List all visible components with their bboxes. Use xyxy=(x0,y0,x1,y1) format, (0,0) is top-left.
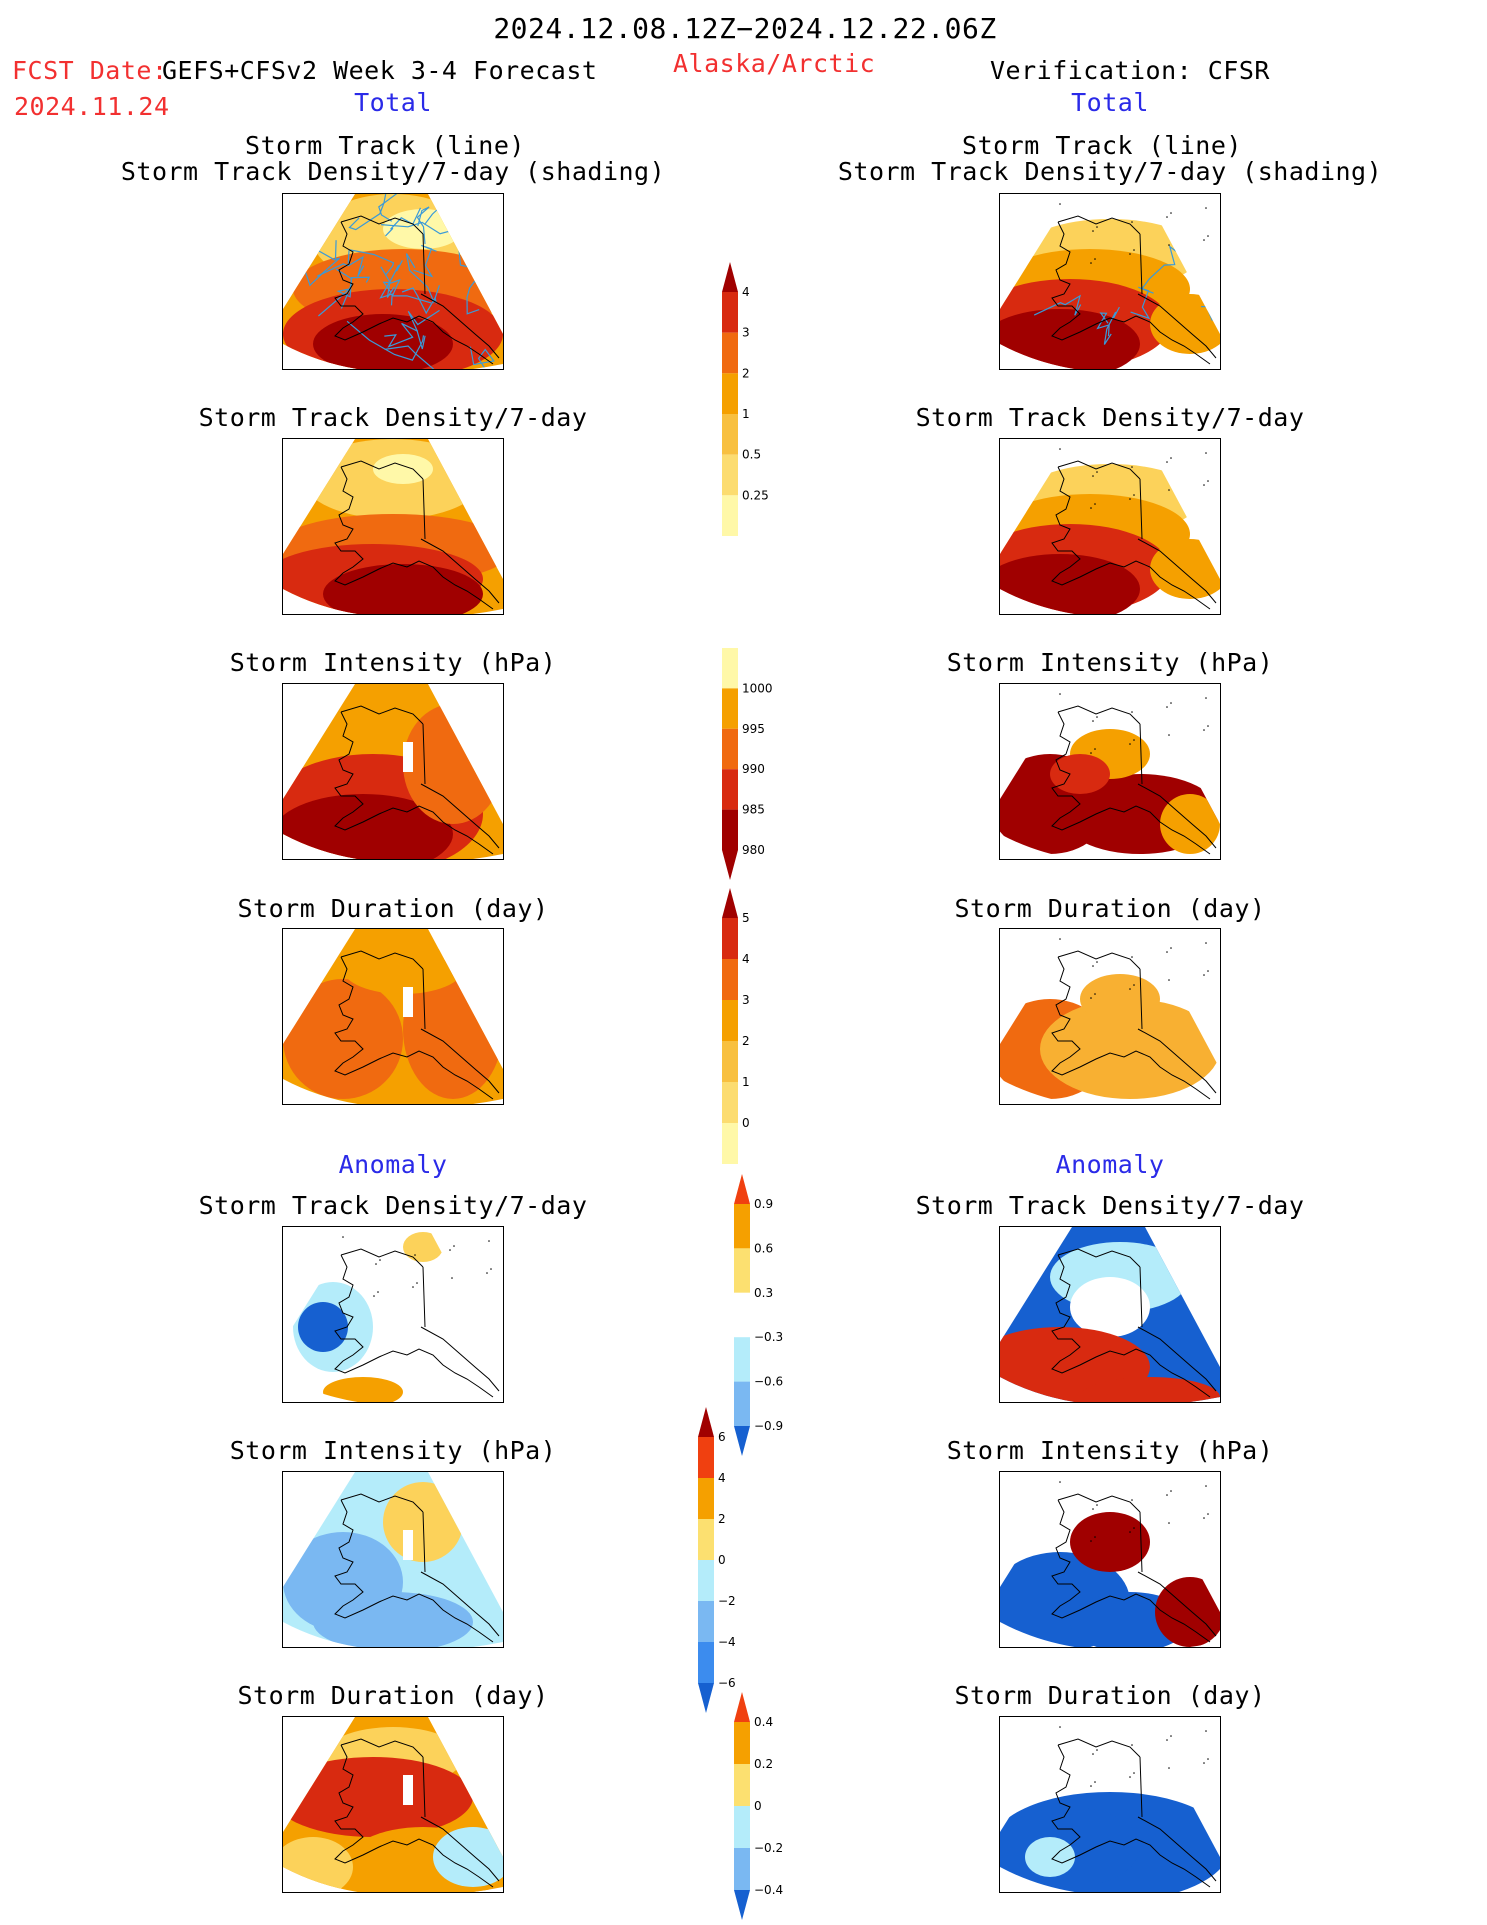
title-density-right: Storm Track Density/7-day xyxy=(915,403,1305,432)
map-intensity-forecast xyxy=(282,683,504,860)
colorbar-tick-label: −0.4 xyxy=(754,1883,783,1897)
title-duration-left: Storm Duration (day) xyxy=(237,894,549,923)
colorbar-tick-label: −2 xyxy=(718,1594,736,1608)
title-intensity-anom-right: Storm Intensity (hPa) xyxy=(946,1436,1274,1465)
colorbar-intensity-anomaly: 6 4 2 0 −2 −4 −6 xyxy=(698,1407,788,1717)
map-duration-anomaly-verification xyxy=(999,1716,1221,1893)
colorbar-tick-label: −4 xyxy=(718,1635,736,1649)
colorbar-tick-label: −0.9 xyxy=(754,1419,783,1433)
colorbar-tick-label: 995 xyxy=(742,722,765,736)
map-density-anomaly-verification xyxy=(999,1226,1221,1403)
colorbar-tick-label: 0 xyxy=(742,1116,750,1130)
colorbar-tick-label: −0.2 xyxy=(754,1841,783,1855)
colorbar-tick-label: 980 xyxy=(742,843,765,857)
colorbar-duration: 5 4 3 2 1 0 xyxy=(722,888,812,1168)
colorbar-tick-label: 1 xyxy=(742,1075,750,1089)
map-duration-anomaly-forecast xyxy=(282,1716,504,1893)
colorbar-tick-label: 6 xyxy=(718,1430,726,1444)
colorbar-tick-label: 0.3 xyxy=(754,1286,773,1300)
colorbar-tick-label: 0.5 xyxy=(742,448,761,462)
forecast-product: GEFS+CFSv2 Week 3-4 Forecast xyxy=(162,56,598,85)
map-intensity-verification xyxy=(999,683,1221,860)
title-density-anom-left: Storm Track Density/7-day xyxy=(198,1191,588,1220)
colorbar-tick-label: 0.9 xyxy=(754,1197,773,1211)
title-duration-anom-right: Storm Duration (day) xyxy=(954,1681,1266,1710)
title-track-line-right: Storm Track (line) xyxy=(962,131,1242,160)
title-density-left: Storm Track Density/7-day xyxy=(198,403,588,432)
colorbar-tick-label: 4 xyxy=(718,1471,726,1485)
title-track-shading-right: Storm Track Density/7-day (shading) xyxy=(837,157,1383,186)
map-intensity-anomaly-verification xyxy=(999,1471,1221,1648)
title-track-shading-left: Storm Track Density/7-day (shading) xyxy=(120,157,666,186)
colorbar-density: 4 3 2 1 0.5 0.25 xyxy=(722,262,812,540)
colorbar-tick-label: −6 xyxy=(718,1676,736,1690)
colorbar-intensity: 1000 995 990 985 980 xyxy=(722,648,812,884)
colorbar-tick-label: 2 xyxy=(742,1034,750,1048)
colorbar-tick-label: 2 xyxy=(718,1512,726,1526)
right-section-anomaly: Anomaly xyxy=(1055,1150,1165,1179)
verification-label: Verification: CFSR xyxy=(990,56,1270,85)
map-density-verification xyxy=(999,438,1221,615)
region-label: Alaska/Arctic xyxy=(673,49,876,78)
colorbar-tick-label: 3 xyxy=(742,326,750,340)
colorbar-tick-label: 0.25 xyxy=(742,488,769,502)
fcst-date-label: FCST Date: xyxy=(12,56,168,85)
colorbar-tick-label: 0 xyxy=(718,1553,726,1567)
title-intensity-anom-left: Storm Intensity (hPa) xyxy=(229,1436,557,1465)
title-intensity-right: Storm Intensity (hPa) xyxy=(946,648,1274,677)
colorbar-tick-label: 4 xyxy=(742,285,750,299)
date-range-title: 2024.12.08.12Z−2024.12.22.06Z xyxy=(493,12,997,45)
colorbar-duration-anomaly: 0.4 0.2 0 −0.2 −0.4 xyxy=(734,1692,824,1924)
colorbar-tick-label: 5 xyxy=(742,911,750,925)
colorbar-tick-label: 985 xyxy=(742,803,765,817)
title-density-anom-right: Storm Track Density/7-day xyxy=(915,1191,1305,1220)
colorbar-tick-label: 0.6 xyxy=(754,1241,773,1255)
map-track-verification xyxy=(999,193,1221,370)
map-track-forecast xyxy=(282,193,504,370)
colorbar-tick-label: 1000 xyxy=(742,681,773,695)
colorbar-tick-label: 0.4 xyxy=(754,1715,773,1729)
fcst-date-value: 2024.11.24 xyxy=(14,92,170,121)
right-section-total: Total xyxy=(1071,88,1149,117)
title-track-line-left: Storm Track (line) xyxy=(245,131,525,160)
colorbar-tick-label: 2 xyxy=(742,366,750,380)
colorbar-tick-label: −0.6 xyxy=(754,1375,783,1389)
colorbar-tick-label: −0.3 xyxy=(754,1330,783,1344)
colorbar-tick-label: 990 xyxy=(742,762,765,776)
map-duration-forecast xyxy=(282,928,504,1105)
colorbar-density-anomaly: 0.9 0.6 0.3 −0.3 −0.6 −0.9 xyxy=(734,1174,824,1460)
map-duration-verification xyxy=(999,928,1221,1105)
colorbar-tick-label: 1 xyxy=(742,407,750,421)
title-duration-anom-left: Storm Duration (day) xyxy=(237,1681,549,1710)
map-intensity-anomaly-forecast xyxy=(282,1471,504,1648)
colorbar-tick-label: 0 xyxy=(754,1799,762,1813)
left-section-total: Total xyxy=(354,88,432,117)
title-duration-right: Storm Duration (day) xyxy=(954,894,1266,923)
colorbar-tick-label: 3 xyxy=(742,993,750,1007)
map-density-forecast xyxy=(282,438,504,615)
map-density-anomaly-forecast xyxy=(282,1226,504,1403)
title-intensity-left: Storm Intensity (hPa) xyxy=(229,648,557,677)
colorbar-tick-label: 4 xyxy=(742,952,750,966)
left-section-anomaly: Anomaly xyxy=(338,1150,448,1179)
colorbar-tick-label: 0.2 xyxy=(754,1757,773,1771)
